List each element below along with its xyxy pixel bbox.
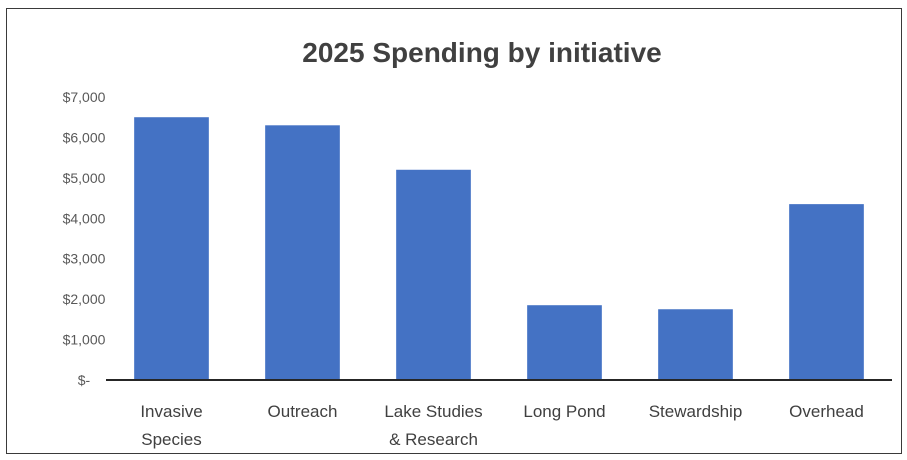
x-tick-label: Invasive Species (140, 402, 202, 449)
x-tick-label-line: Invasive (140, 402, 202, 421)
x-tick-label: Overhead (789, 402, 864, 421)
y-tick-label: $7,000 (63, 89, 106, 105)
y-tick-label: $- (78, 372, 91, 388)
x-tick-label-line: Stewardship (649, 402, 743, 421)
x-tick-label-line: Outreach (268, 402, 338, 421)
y-tick-label: $4,000 (63, 210, 106, 226)
x-tick-label-line: Overhead (789, 402, 864, 421)
y-tick-label: $1,000 (63, 332, 106, 348)
x-tick-label: Outreach (268, 402, 338, 421)
bar (134, 117, 209, 380)
bar (658, 309, 733, 380)
bar (527, 305, 602, 380)
bar (396, 169, 471, 380)
x-tick-label: Lake Studies & Research (384, 402, 482, 449)
chart-title: 2025 Spending by initiative (302, 37, 661, 68)
x-tick-label: Stewardship (649, 402, 743, 421)
y-tick-label: $6,000 (63, 129, 106, 145)
x-tick-label-line: & Research (389, 430, 478, 449)
x-axis-ticks: Invasive Species Outreach Lake Studies & Res… (140, 402, 864, 449)
y-axis-ticks: $- $1,000 $2,000 $3,000 $4,000 $5,000 $6,000 $7… (63, 89, 106, 388)
y-tick-label: $2,000 (63, 291, 106, 307)
x-tick-label-line: Lake Studies (384, 402, 482, 421)
bar (265, 125, 340, 380)
bars (134, 117, 864, 380)
x-tick-label-line: Long Pond (523, 402, 605, 421)
y-tick-label: $3,000 (63, 251, 106, 267)
y-tick-label: $5,000 (63, 170, 106, 186)
x-tick-label: Long Pond (523, 402, 605, 421)
x-tick-label-line: Species (141, 430, 201, 449)
bar (789, 204, 864, 380)
